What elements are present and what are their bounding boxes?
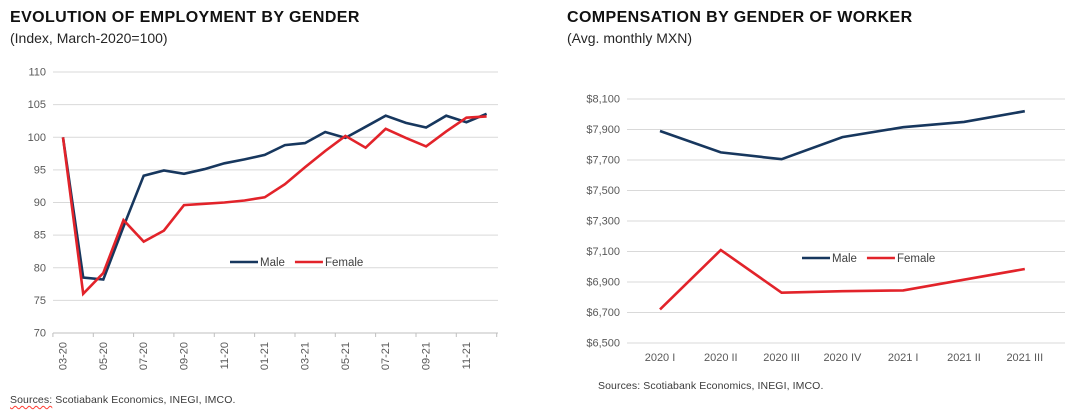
employment-sources-note: Sources: Scotiabank Economics, INEGI, IM… [10,394,235,406]
x-axis-tick-label: 09-20 [179,342,191,370]
x-axis-tick-label: 07-20 [138,342,150,370]
y-axis-tick-label: $8,100 [586,94,620,106]
series-line-male [659,109,1026,161]
x-axis-tick-label: 05-21 [340,342,352,370]
sources-text: Scotiabank Economics, INEGI, IMCO. [52,394,236,406]
y-axis-tick-label: $6,900 [586,277,620,289]
y-axis-tick-label: $7,700 [586,155,620,167]
x-axis-tick-label: 2020 III [763,352,800,364]
x-axis-tick-label: 01-21 [259,342,271,370]
y-axis-tick-label: $7,100 [586,246,620,258]
compensation-sources-note: Sources: Scotiabank Economics, INEGI, IM… [598,380,824,392]
y-axis-tick-label: 75 [34,295,46,307]
legend-label-female: Female [897,253,935,265]
employment-chart-title: EVOLUTION OF EMPLOYMENT BY GENDER [10,9,360,26]
x-axis-tick-label: 2020 II [704,352,738,364]
y-axis-tick-label: 85 [34,230,46,242]
series-line-male [61,112,488,281]
y-axis-tick-label: 105 [28,99,46,111]
sources-label: Sources: [10,394,53,406]
x-axis-tick-label: 03-21 [300,342,312,370]
y-axis-tick-label: 90 [34,197,46,209]
y-axis-tick-label: 70 [34,328,46,340]
compensation-chart-panel: COMPENSATION BY GENDER OF WORKER (Avg. m… [565,8,1071,413]
x-axis-tick-label: 2021 II [947,352,981,364]
compensation-chart-title: COMPENSATION BY GENDER OF WORKER [567,9,913,26]
compensation-line-chart: $6,500 $6,700 $6,900 $7,100 $7,300 $7,500 $7,7… [586,94,1065,364]
x-axis-tick-label: 2021 I [888,352,919,364]
x-axis-tick-label: 07-21 [380,342,392,370]
y-axis-tick-label: 110 [28,67,46,79]
compensation-chart-subtitle: (Avg. monthly MXN) [567,30,692,47]
y-axis-tick-label: $6,500 [586,338,620,350]
x-axis-tick-label: 11-20 [219,342,231,369]
x-axis-tick-label: 03-20 [58,342,70,370]
x-axis-tick-label: 09-21 [421,342,433,370]
y-axis-tick-label: 80 [34,262,46,274]
legend-label-male: Male [832,253,857,265]
legend-label-male: Male [260,257,285,269]
series-line-female [61,115,487,297]
legend-label-female: Female [325,257,363,269]
y-axis-tick-label: 95 [34,164,46,176]
employment-chart-subtitle: (Index, March-2020=100) [10,30,168,47]
x-axis-tick-label: 2020 IV [823,352,862,364]
employment-line-chart: 70 75 80 85 90 95 100 105 110 03-20 05-20 07-20 09-2… [28,67,498,370]
x-axis-tick-label: 11-21 [461,342,473,369]
y-axis-tick-label: $7,500 [586,185,620,197]
y-axis-tick-label: $6,700 [586,307,620,319]
y-axis-tick-label: $7,900 [586,124,620,136]
employment-chart-panel: EVOLUTION OF EMPLOYMENT BY GENDER (Index… [8,8,548,413]
y-axis-tick-label: $7,300 [586,216,620,228]
x-axis-tick-label: 05-20 [98,342,110,370]
y-axis-tick-label: 100 [28,132,46,144]
x-axis-tick-label: 2020 I [645,352,676,364]
x-axis-tick-label: 2021 III [1006,352,1043,364]
series-line-female [659,248,1026,311]
